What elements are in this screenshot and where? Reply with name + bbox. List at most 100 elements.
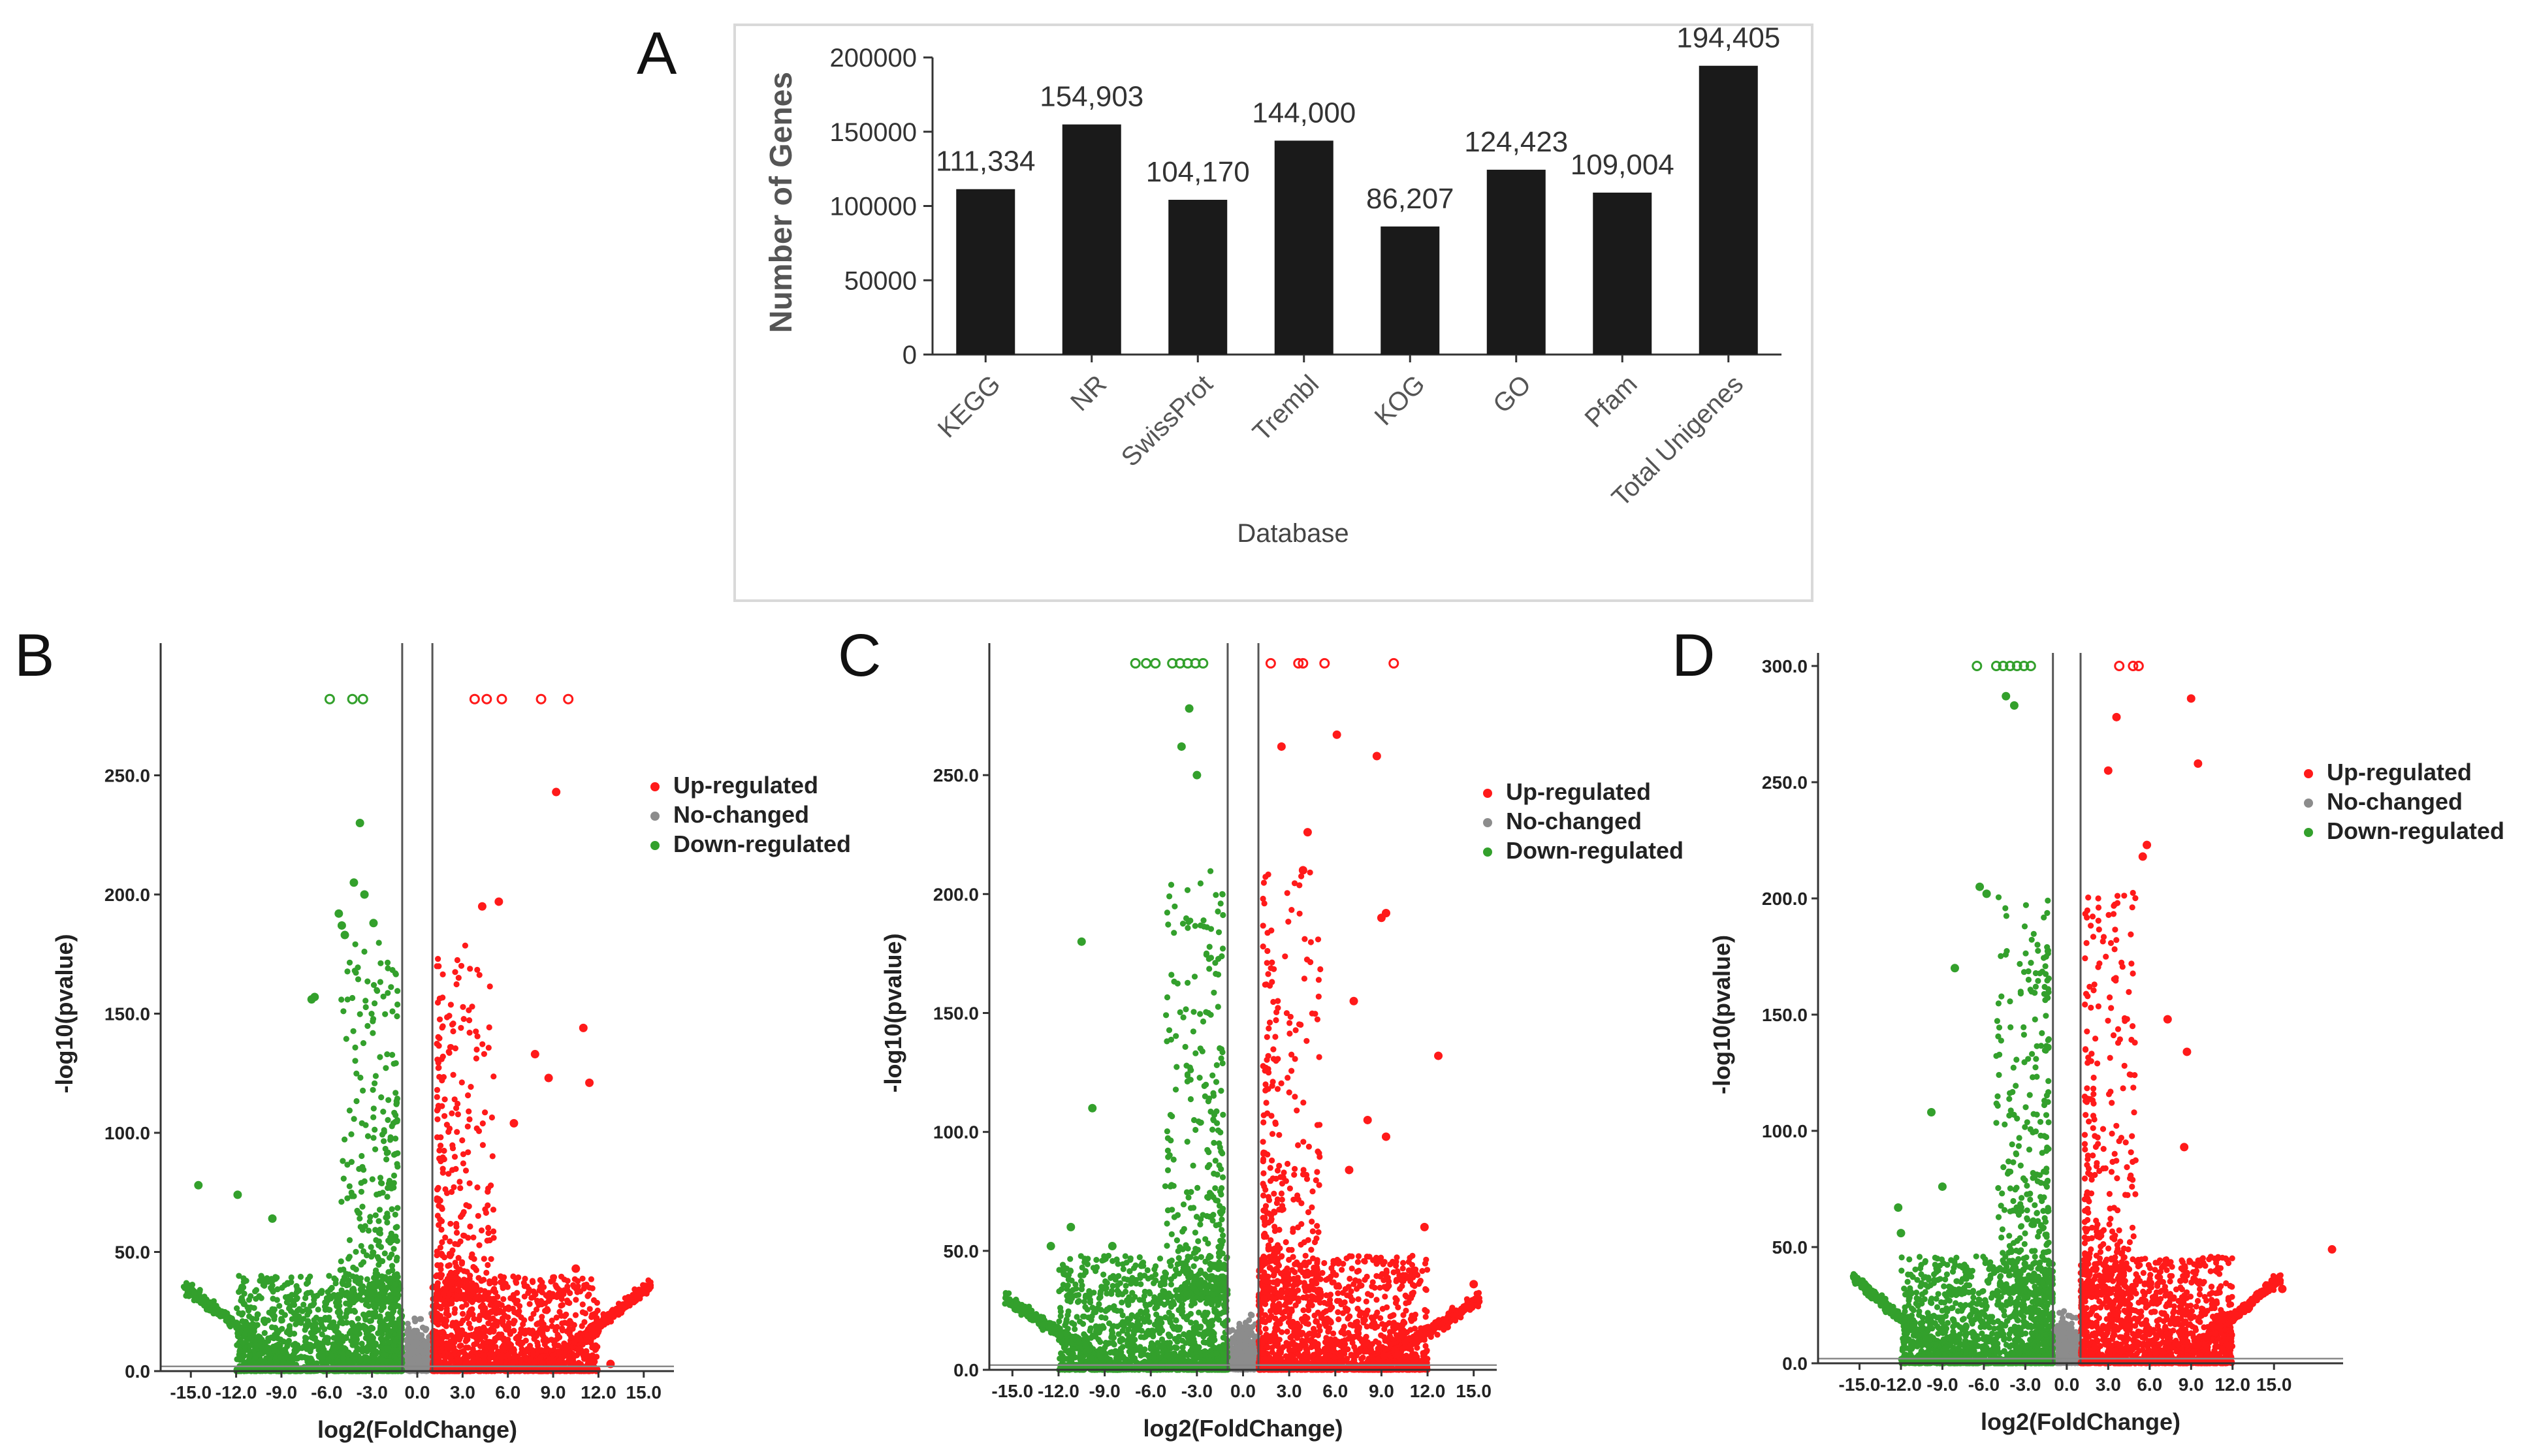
down-point — [372, 1270, 379, 1276]
up-point — [538, 1318, 545, 1325]
up-point — [559, 1327, 566, 1334]
down-point — [384, 1194, 391, 1200]
down-point — [184, 1284, 191, 1291]
up-point — [558, 1273, 565, 1280]
down-point — [381, 1250, 388, 1257]
up-point — [467, 1223, 473, 1230]
down-point — [183, 1292, 189, 1299]
down-point — [360, 1283, 366, 1290]
up-point — [459, 1137, 466, 1144]
up-point — [434, 1248, 440, 1255]
up-point — [462, 1338, 470, 1344]
down-point — [313, 1293, 319, 1299]
up-point — [439, 1077, 445, 1084]
up-point — [435, 1060, 441, 1066]
up-point — [556, 1357, 563, 1363]
up-point — [578, 1362, 584, 1369]
up-point — [476, 972, 483, 978]
outlier-point — [340, 930, 349, 940]
up-point — [531, 1359, 537, 1366]
capped-point — [481, 693, 492, 704]
up-point — [451, 1096, 458, 1103]
up-point — [438, 1158, 444, 1165]
down-point — [384, 1219, 391, 1226]
bar-value-label: 86,207 — [1366, 183, 1454, 215]
up-point — [498, 1273, 504, 1280]
up-point — [539, 1279, 545, 1286]
down-point — [279, 1284, 285, 1291]
up-point — [452, 1045, 459, 1052]
down-point — [308, 1329, 314, 1336]
down-point — [391, 1152, 398, 1158]
up-point — [453, 1105, 460, 1111]
up-point — [476, 1242, 483, 1248]
up-point — [457, 1238, 464, 1244]
up-point — [479, 1120, 486, 1127]
up-point — [488, 1256, 494, 1262]
up-point — [439, 1316, 445, 1323]
down-point — [276, 1328, 282, 1335]
down-point — [253, 1342, 259, 1348]
down-point — [345, 1350, 352, 1356]
outlier-point — [552, 787, 561, 797]
down-point — [394, 1254, 400, 1261]
up-point — [434, 1186, 441, 1193]
capped-point — [563, 693, 574, 704]
up-point — [453, 981, 460, 988]
up-point — [640, 1282, 647, 1288]
nochange-point — [420, 1350, 426, 1357]
up-point — [466, 1017, 473, 1024]
up-point — [537, 1287, 544, 1293]
down-point — [362, 998, 369, 1004]
bar — [1486, 169, 1546, 355]
down-point — [394, 1163, 401, 1170]
down-point — [372, 1348, 379, 1354]
up-point — [511, 1353, 519, 1360]
up-point — [458, 1260, 466, 1267]
down-point — [358, 1180, 364, 1186]
up-point — [521, 1283, 528, 1290]
up-point — [498, 1358, 505, 1365]
down-point — [357, 1074, 364, 1081]
up-point — [450, 1071, 456, 1078]
up-point — [449, 1286, 456, 1293]
up-point — [513, 1280, 520, 1286]
up-point — [486, 1024, 492, 1031]
down-point — [370, 1016, 377, 1022]
up-point — [469, 1280, 475, 1287]
down-point — [336, 1307, 342, 1314]
outlier-point — [337, 921, 346, 930]
up-point — [479, 1041, 486, 1047]
down-point — [394, 1205, 401, 1211]
down-point — [382, 1274, 389, 1280]
up-point — [579, 1309, 586, 1316]
down-point — [288, 1279, 295, 1286]
up-point — [439, 1024, 445, 1031]
down-point — [352, 1058, 359, 1064]
down-point — [268, 1284, 274, 1291]
down-point — [346, 1237, 353, 1243]
down-point — [362, 1122, 369, 1128]
up-point — [516, 1308, 522, 1314]
up-point — [605, 1317, 611, 1323]
down-point — [345, 1256, 352, 1262]
down-point — [358, 1261, 364, 1268]
up-point — [624, 1299, 630, 1306]
up-point — [469, 1306, 475, 1312]
down-point — [389, 1008, 396, 1015]
outlier-point — [544, 1073, 553, 1083]
up-point — [439, 1329, 446, 1335]
up-point — [474, 1184, 481, 1191]
down-point — [283, 1299, 290, 1306]
down-point — [370, 1030, 376, 1036]
down-point — [392, 1224, 399, 1231]
down-point — [317, 1316, 323, 1323]
up-point — [484, 1338, 490, 1346]
down-point — [366, 1338, 372, 1345]
down-point — [360, 1040, 367, 1047]
down-point — [246, 1357, 252, 1363]
capped-point — [347, 693, 358, 704]
down-point — [253, 1316, 260, 1322]
down-point — [327, 1323, 334, 1329]
up-point — [470, 1355, 477, 1362]
